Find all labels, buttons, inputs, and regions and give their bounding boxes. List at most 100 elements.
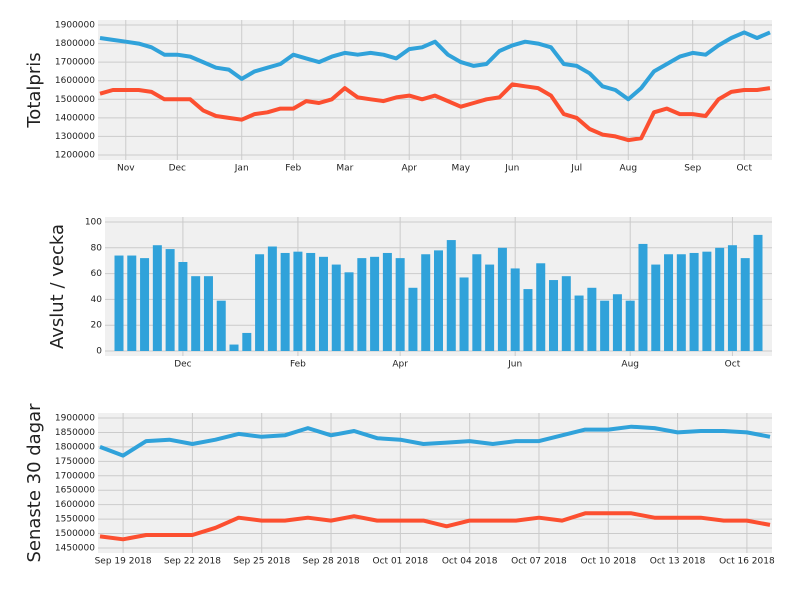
bar: [382, 252, 392, 351]
bar: [625, 300, 635, 351]
x-tick-label: Oct: [736, 164, 752, 174]
bar: [485, 264, 495, 351]
bar: [510, 268, 520, 351]
x-tick-label: Dec: [169, 164, 186, 174]
panel: 0 20 40 60 80 100 Dec Feb Apr Jun Aug Oct Avslut / v…: [47, 217, 772, 370]
x-tick-label: Nov: [117, 164, 135, 174]
x-tick-label: Apr: [392, 360, 408, 370]
x-tick-label: Aug: [619, 164, 637, 174]
x-tick-label: Oct 07 2018: [511, 557, 567, 567]
line: [99, 30, 771, 102]
bar: [472, 254, 482, 351]
y-tick-label: 1650000: [55, 486, 95, 496]
x-tick-label: Oct: [725, 360, 741, 370]
x-tick-label: Dec: [174, 360, 191, 370]
bar: [165, 249, 175, 351]
x-tick-label: Sep 28 2018: [303, 557, 360, 567]
bar: [331, 264, 341, 351]
y-tick-label: 1450000: [55, 544, 95, 554]
y-tick-label: 1600000: [55, 76, 95, 86]
x-tick-label: Oct 04 2018: [442, 557, 498, 567]
y-tick-label: 1400000: [55, 113, 95, 123]
line: [99, 511, 771, 542]
bar: [600, 300, 610, 351]
bar: [152, 245, 162, 351]
y-tick-label: 1800000: [55, 39, 95, 49]
bar: [434, 250, 443, 351]
y-tick-label: 1900000: [55, 21, 95, 31]
bar: [344, 272, 354, 351]
bar: [740, 258, 750, 351]
bar: [242, 332, 252, 351]
bar: [127, 255, 137, 351]
bar: [753, 234, 763, 351]
y-axis-title: Avslut / vecka: [47, 224, 68, 349]
y-tick-label: 1300000: [55, 132, 95, 142]
x-tick-label: Jul: [570, 164, 582, 174]
y-tick-label: 40: [91, 295, 103, 305]
x-tick-label: Sep 22 2018: [164, 557, 221, 567]
bar: [727, 245, 737, 351]
bar: [203, 276, 213, 351]
bar: [280, 252, 290, 351]
bar: [702, 251, 712, 351]
bar: [446, 240, 456, 351]
bar: [638, 243, 648, 351]
x-tick-label: Mar: [336, 164, 353, 174]
x-tick-label: Sep: [684, 164, 701, 174]
line: [99, 82, 771, 143]
bar: [408, 287, 418, 351]
y-tick-label: 1600000: [55, 500, 95, 510]
y-tick-label: 100: [85, 218, 102, 228]
bar: [395, 258, 405, 351]
x-tick-label: Oct 01 2018: [373, 557, 429, 567]
x-tick-label: Apr: [401, 164, 417, 174]
x-tick-label: Aug: [621, 360, 639, 370]
bar: [587, 287, 597, 351]
bar: [536, 263, 546, 351]
bar: [497, 247, 507, 351]
y-tick-label: 1900000: [55, 414, 95, 424]
y-tick-label: 1800000: [55, 442, 95, 452]
bar: [370, 256, 380, 351]
x-tick-label: Feb: [285, 164, 301, 174]
x-tick-label: Oct 16 2018: [719, 557, 775, 567]
y-tick-label: 1500000: [55, 529, 95, 539]
panel: 1450000 1500000 1550000 1600000 1650000 17000…: [24, 403, 775, 567]
y-tick-label: 1550000: [55, 515, 95, 525]
y-tick-label: 20: [91, 321, 103, 331]
x-tick-label: May: [451, 164, 470, 174]
y-tick-label: 60: [91, 269, 103, 279]
bar: [178, 261, 188, 351]
y-tick-label: 1850000: [55, 428, 95, 438]
y-tick-label: 0: [96, 347, 102, 357]
y-axis-title: Totalpris: [24, 52, 45, 128]
bar: [318, 256, 328, 351]
x-tick-label: Jun: [504, 164, 519, 174]
y-tick-label: 1500000: [55, 95, 95, 105]
y-axis-title: Senaste 30 dagar: [24, 403, 45, 563]
bar: [293, 251, 303, 351]
bar: [216, 300, 226, 351]
x-tick-label: Oct 13 2018: [650, 557, 706, 567]
line: [99, 424, 771, 458]
x-tick-label: Feb: [290, 360, 306, 370]
x-tick-label: Sep 25 2018: [233, 557, 290, 567]
bar: [689, 252, 699, 351]
y-tick-label: 1700000: [55, 471, 95, 481]
bar: [664, 254, 674, 351]
y-tick-label: 1200000: [55, 151, 95, 161]
bar: [229, 344, 239, 351]
bar: [574, 295, 584, 351]
bar: [255, 254, 265, 351]
x-tick-label: Sep 19 2018: [95, 557, 152, 567]
y-tick-label: 1750000: [55, 457, 95, 467]
bar: [357, 258, 367, 351]
bar: [306, 252, 316, 351]
bar: [612, 294, 622, 351]
bar: [549, 280, 559, 351]
bar: [140, 258, 150, 351]
y-tick-label: 1700000: [55, 58, 95, 68]
x-tick-label: Jan: [234, 164, 249, 174]
